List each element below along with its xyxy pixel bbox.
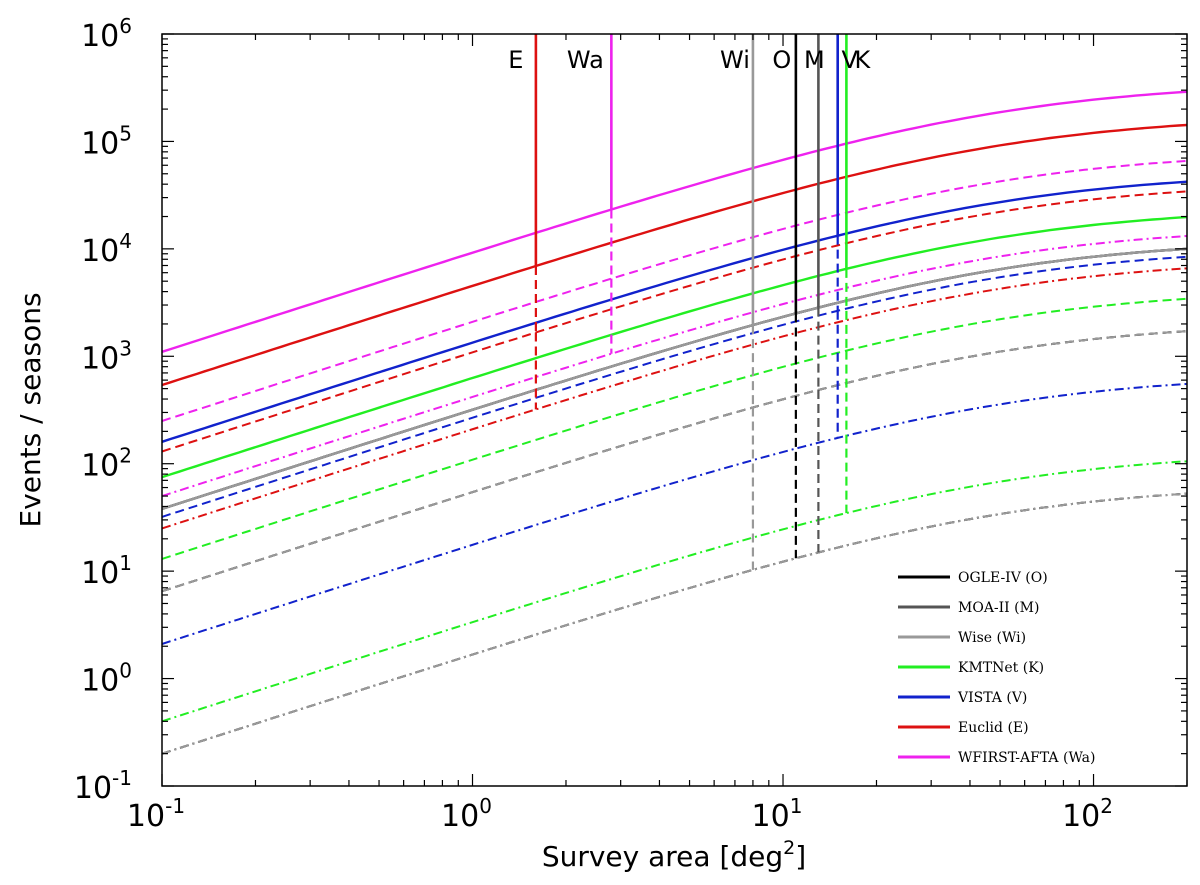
series-line-o-solid bbox=[161, 247, 1188, 511]
y-tick-label: 103 bbox=[81, 336, 132, 376]
y-tick-label: 101 bbox=[81, 551, 132, 591]
legend-label-e: Euclid (E) bbox=[958, 720, 1029, 736]
top-label-wa: Wa bbox=[567, 46, 604, 74]
series-line-k-solid bbox=[161, 215, 1188, 479]
top-label-m: M bbox=[804, 46, 825, 74]
top-label-v: V bbox=[841, 46, 858, 74]
series-line-v-solid bbox=[161, 180, 1188, 443]
series-line-m-dashed bbox=[161, 330, 1188, 593]
legend-label-m: MOA-II (M) bbox=[958, 600, 1039, 616]
series-line-wa-solid bbox=[161, 90, 1188, 353]
y-axis-title: Events / seasons bbox=[14, 292, 47, 527]
series-group bbox=[161, 90, 1188, 755]
series-line-e-solid bbox=[161, 123, 1188, 387]
y-tick-label: 106 bbox=[81, 14, 132, 54]
x-tick-label: 101 bbox=[752, 794, 803, 834]
legend-label-v: VISTA (V) bbox=[957, 690, 1027, 706]
series-line-wa-dashdot bbox=[161, 235, 1188, 498]
plot-frame bbox=[161, 33, 1188, 787]
y-tick-label: 104 bbox=[81, 229, 132, 269]
series-line-m-solid bbox=[161, 247, 1188, 511]
series-line-m-dashdot bbox=[161, 492, 1188, 755]
top-label-k: K bbox=[855, 46, 872, 74]
x-axis-title: Survey area [deg2] bbox=[542, 837, 806, 873]
y-tick-label: 102 bbox=[81, 444, 132, 484]
series-line-v-dashed bbox=[161, 255, 1188, 518]
y-tick-label: 10-1 bbox=[74, 766, 132, 806]
series-line-e-dashed bbox=[161, 190, 1188, 453]
top-label-o: O bbox=[772, 46, 791, 74]
axis-ticks bbox=[161, 33, 1188, 787]
legend-label-wa: WFIRST-AFTA (Wa) bbox=[958, 750, 1095, 766]
x-tick-label: 102 bbox=[1062, 794, 1113, 834]
series-line-v-dashdot bbox=[161, 382, 1188, 645]
top-label-wi: Wi bbox=[720, 46, 750, 74]
legend-label-wi: Wise (Wi) bbox=[958, 630, 1026, 646]
series-line-wi-dashdot bbox=[161, 492, 1188, 755]
series-line-k-dashdot bbox=[161, 460, 1188, 723]
series-line-wi-dashed bbox=[161, 330, 1188, 593]
series-line-wi-solid bbox=[161, 247, 1188, 511]
legend-label-o: OGLE-IV (O) bbox=[958, 570, 1048, 586]
series-line-wa-dashed bbox=[161, 159, 1188, 422]
x-tick-label: 10-1 bbox=[127, 794, 185, 834]
x-tick-label: 100 bbox=[441, 794, 492, 834]
y-tick-label: 100 bbox=[81, 659, 132, 699]
series-line-o-dashed bbox=[161, 330, 1188, 593]
legend-label-k: KMTNet (K) bbox=[958, 660, 1044, 676]
axis-labels: E Wa Wi O M VK 10-1 100 101 102 10-1 100 101 102 103 10… bbox=[14, 14, 1113, 873]
series-line-k-dashed bbox=[161, 297, 1188, 560]
series-line-o-dashdot bbox=[161, 492, 1188, 755]
survey-area-markers bbox=[534, 34, 848, 570]
y-tick-label: 105 bbox=[81, 121, 132, 161]
series-line-e-dashdot bbox=[161, 267, 1188, 530]
plot-border bbox=[161, 33, 1188, 787]
legend: OGLE-IV (O) MOA-II (M) Wise (Wi) KMTNet (K)… bbox=[898, 570, 1095, 766]
top-label-e: E bbox=[508, 46, 523, 74]
